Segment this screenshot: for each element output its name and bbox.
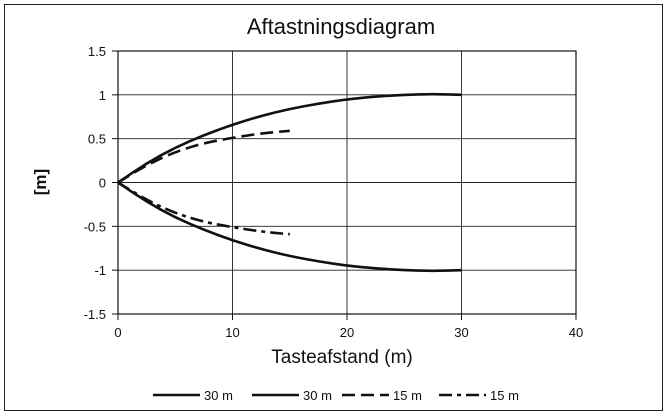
legend-label: 15 m bbox=[393, 388, 422, 403]
legend-label: 15 m bbox=[490, 388, 519, 403]
chart-title: Aftastningsdiagram bbox=[247, 14, 435, 39]
x-tick-label: 40 bbox=[569, 325, 583, 340]
series-line-4 bbox=[117, 181, 290, 236]
y-tick-label: -1 bbox=[94, 263, 106, 278]
x-axis-ticks: 0 10 20 30 40 bbox=[114, 314, 583, 340]
x-tick-label: 30 bbox=[454, 325, 468, 340]
y-tick-label: 0.5 bbox=[88, 132, 106, 147]
x-axis-label: Tasteafstand (m) bbox=[271, 347, 413, 368]
legend-label: 30 m bbox=[204, 388, 233, 403]
grid bbox=[117, 50, 577, 315]
series-line-1 bbox=[117, 92, 462, 184]
chart-frame bbox=[4, 4, 663, 411]
series-group bbox=[117, 92, 462, 273]
legend-label: 30 m bbox=[303, 388, 332, 403]
y-axis-label: [m] bbox=[31, 169, 50, 195]
y-tick-label: -0.5 bbox=[84, 219, 106, 234]
y-axis-ticks: 1.5 1 0.5 0 -0.5 -1 -1.5 bbox=[84, 44, 118, 322]
y-tick-label: 1.5 bbox=[88, 44, 106, 59]
y-tick-label: -1.5 bbox=[84, 307, 106, 322]
y-tick-label: 1 bbox=[99, 88, 106, 103]
series-line-2 bbox=[117, 181, 462, 273]
x-tick-label: 0 bbox=[114, 325, 121, 340]
y-tick-label: 0 bbox=[99, 176, 106, 191]
x-tick-label: 10 bbox=[225, 325, 239, 340]
legend: 30 m 30 m 15 m 15 m bbox=[153, 388, 519, 403]
series-line-3 bbox=[117, 129, 290, 184]
x-tick-label: 20 bbox=[340, 325, 354, 340]
